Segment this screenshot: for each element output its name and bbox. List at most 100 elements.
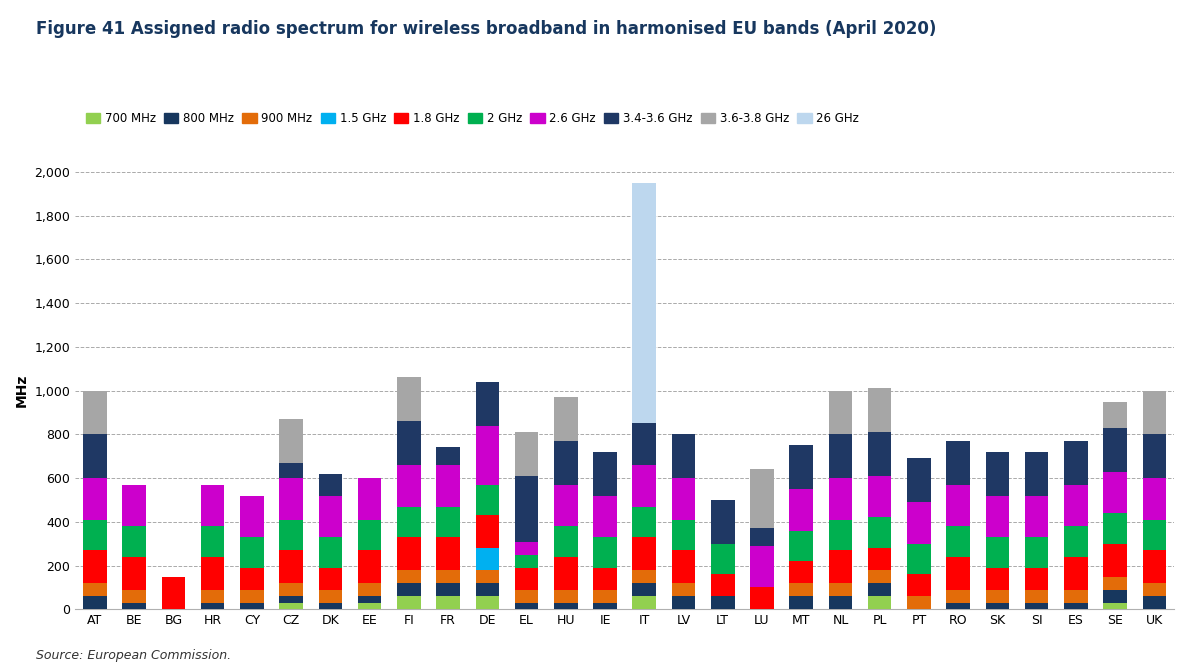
Bar xyxy=(515,589,539,603)
Bar xyxy=(554,484,578,527)
Bar xyxy=(358,551,382,583)
Bar xyxy=(319,568,342,589)
Bar xyxy=(515,541,539,555)
Bar xyxy=(868,570,892,583)
Bar xyxy=(554,557,578,589)
Legend: 700 MHz, 800 MHz, 900 MHz, 1.5 GHz, 1.8 GHz, 2 GHz, 2.6 GHz, 3.4-3.6 GHz, 3.6-3.: 700 MHz, 800 MHz, 900 MHz, 1.5 GHz, 1.8 … xyxy=(81,108,864,130)
Bar xyxy=(201,527,225,557)
Bar xyxy=(122,557,146,589)
Bar xyxy=(1103,427,1127,472)
Bar xyxy=(279,463,303,478)
Bar xyxy=(1025,537,1049,568)
Bar xyxy=(1064,441,1088,484)
Bar xyxy=(789,596,813,609)
Bar xyxy=(240,568,264,589)
Bar xyxy=(358,596,382,603)
Bar xyxy=(1143,520,1166,551)
Bar xyxy=(789,489,813,531)
Bar xyxy=(436,570,460,583)
Bar xyxy=(829,583,853,596)
Bar xyxy=(868,548,892,570)
Bar xyxy=(358,478,382,520)
Bar xyxy=(476,596,499,609)
Bar xyxy=(83,596,107,609)
Bar xyxy=(397,465,421,506)
Bar xyxy=(358,520,382,551)
Bar xyxy=(554,441,578,484)
Bar xyxy=(436,465,460,506)
Bar xyxy=(946,603,970,609)
Bar xyxy=(476,583,499,596)
Bar xyxy=(907,544,931,575)
Bar xyxy=(1103,603,1127,609)
Bar xyxy=(829,391,853,434)
Bar xyxy=(672,596,696,609)
Bar xyxy=(593,603,617,609)
Bar xyxy=(436,596,460,609)
Bar xyxy=(554,527,578,557)
Bar xyxy=(554,603,578,609)
Bar xyxy=(672,434,696,478)
Bar xyxy=(593,452,617,496)
Bar xyxy=(986,452,1009,496)
Bar xyxy=(1103,544,1127,577)
Bar xyxy=(83,520,107,551)
Bar xyxy=(201,589,225,603)
Text: Source: European Commission.: Source: European Commission. xyxy=(36,650,231,662)
Bar xyxy=(750,529,774,546)
Bar xyxy=(946,557,970,589)
Bar xyxy=(829,478,853,520)
Bar xyxy=(476,548,499,570)
Bar xyxy=(554,397,578,441)
Bar xyxy=(240,537,264,568)
Bar xyxy=(397,537,421,570)
Bar xyxy=(122,484,146,527)
Bar xyxy=(397,377,421,421)
Bar xyxy=(946,484,970,527)
Bar xyxy=(711,544,735,575)
Bar xyxy=(279,520,303,551)
Bar xyxy=(515,476,539,541)
Bar xyxy=(515,603,539,609)
Bar xyxy=(633,465,656,506)
Bar xyxy=(789,561,813,583)
Bar xyxy=(319,589,342,603)
Bar xyxy=(1103,472,1127,513)
Bar xyxy=(1143,551,1166,583)
Bar xyxy=(436,506,460,537)
Bar xyxy=(122,589,146,603)
Bar xyxy=(986,603,1009,609)
Bar xyxy=(789,446,813,489)
Bar xyxy=(201,603,225,609)
Bar xyxy=(907,458,931,502)
Text: Figure 41 Assigned radio spectrum for wireless broadband in harmonised EU bands : Figure 41 Assigned radio spectrum for wi… xyxy=(36,20,936,38)
Bar xyxy=(946,441,970,484)
Bar xyxy=(279,603,303,609)
Bar xyxy=(1025,603,1049,609)
Bar xyxy=(907,575,931,596)
Bar xyxy=(1025,496,1049,537)
Bar xyxy=(1064,557,1088,589)
Bar xyxy=(319,496,342,537)
Bar xyxy=(593,496,617,537)
Bar xyxy=(319,603,342,609)
Bar xyxy=(711,500,735,544)
Bar xyxy=(868,432,892,476)
Bar xyxy=(829,520,853,551)
Bar xyxy=(633,423,656,465)
Bar xyxy=(711,596,735,609)
Bar xyxy=(829,434,853,478)
Bar xyxy=(868,518,892,548)
Bar xyxy=(593,537,617,568)
Bar xyxy=(476,515,499,548)
Bar xyxy=(319,537,342,568)
Bar xyxy=(397,570,421,583)
Bar xyxy=(397,506,421,537)
Bar xyxy=(750,470,774,529)
Bar xyxy=(633,183,656,423)
Bar xyxy=(829,551,853,583)
Bar xyxy=(593,568,617,589)
Bar xyxy=(633,537,656,570)
Bar xyxy=(358,583,382,596)
Bar xyxy=(83,478,107,520)
